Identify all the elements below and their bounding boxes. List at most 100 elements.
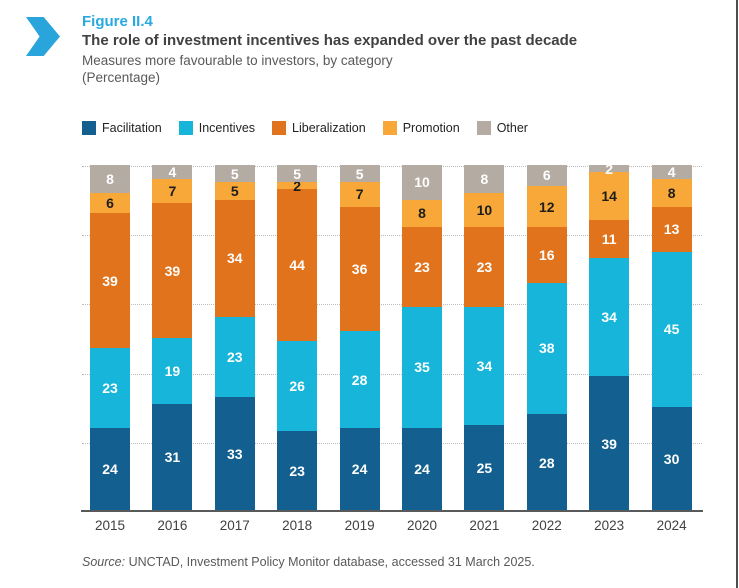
bar-segment-other-2019: 5 <box>339 165 380 183</box>
bar-segment-promotion-2018: 2 <box>277 179 318 193</box>
bar-segment-promotion-2020: 8 <box>402 199 442 228</box>
x-axis-line <box>81 510 703 512</box>
segment-value-label: 34 <box>476 357 493 374</box>
segment-value-label: 23 <box>414 259 430 276</box>
bar-segment-incentives-2019: 28 <box>339 331 380 428</box>
legend-swatch-icon <box>178 121 193 135</box>
page-edge-line <box>736 0 738 588</box>
x-axis-label-2023: 2023 <box>594 518 625 533</box>
segment-value-label: 44 <box>289 257 305 274</box>
figure-subtitle: Measures more favourable to investors, b… <box>82 53 393 68</box>
legend-label: Liberalization <box>292 121 366 135</box>
bar-2024: 30 45 13 8 4 <box>651 163 692 511</box>
bar-segment-liberalization-2017: 34 <box>214 199 255 318</box>
bar-segment-liberalization-2018: 44 <box>277 189 318 342</box>
segment-value-label: 38 <box>539 340 555 357</box>
bar-segment-other-2016: 4 <box>152 163 193 180</box>
legend-item-other: Other <box>476 121 528 135</box>
bar-segment-liberalization-2019: 36 <box>339 206 380 332</box>
figure-title: The role of investment incentives has ex… <box>82 32 578 49</box>
segment-value-label: 28 <box>351 371 368 388</box>
segment-value-label: 5 <box>355 165 364 182</box>
bar-segment-facilitation-2017: 33 <box>214 396 255 511</box>
segment-value-label: 36 <box>351 260 368 277</box>
bar-segment-incentives-2023: 34 <box>589 258 630 377</box>
bar-segment-incentives-2021: 34 <box>464 306 505 425</box>
x-axis-label-2024: 2024 <box>656 518 687 533</box>
bar-segment-facilitation-2023: 39 <box>589 376 630 511</box>
segment-value-label: 12 <box>539 198 555 215</box>
bar-segment-incentives-2022: 38 <box>526 282 567 415</box>
source-text: UNCTAD, Investment Policy Monitor databa… <box>125 555 535 569</box>
bar-segment-facilitation-2022: 28 <box>526 414 567 511</box>
gridline-100 <box>82 166 702 167</box>
bar-segment-liberalization-2015: 39 <box>90 213 130 349</box>
segment-value-label: 16 <box>539 246 555 263</box>
segment-value-label: 11 <box>601 231 617 248</box>
segment-value-label: 10 <box>414 174 430 191</box>
bar-2015: 24 23 39 6 8 <box>90 165 130 511</box>
bar-2022: 28 38 16 12 6 <box>526 165 567 511</box>
bar-segment-promotion-2021: 10 <box>464 192 505 228</box>
bar-segment-promotion-2015: 6 <box>90 192 130 214</box>
legend-item-incentives: Incentives <box>178 121 255 135</box>
segment-value-label: 2 <box>605 160 614 177</box>
segment-value-label: 24 <box>351 461 368 478</box>
bar-segment-facilitation-2021: 25 <box>464 424 505 511</box>
segment-value-label: 10 <box>476 202 493 218</box>
legend-item-promotion: Promotion <box>382 121 460 135</box>
legend-item-liberalization: Liberalization <box>272 121 366 135</box>
segment-value-label: 35 <box>414 359 430 376</box>
bar-segment-liberalization-2021: 23 <box>464 227 505 307</box>
gridline-80 <box>82 235 702 237</box>
segment-value-label: 4 <box>667 163 676 180</box>
segment-value-label: 34 <box>601 309 617 326</box>
x-axis-label-2016: 2016 <box>157 518 188 533</box>
bar-segment-facilitation-2016: 31 <box>152 403 193 511</box>
segment-value-label: 5 <box>293 165 302 182</box>
chevron-bullet-icon <box>26 17 60 56</box>
bar-segment-other-2017: 5 <box>214 165 255 183</box>
legend-item-facilitation: Facilitation <box>82 121 162 135</box>
bar-segment-incentives-2017: 23 <box>214 317 255 397</box>
x-axis-label-2018: 2018 <box>282 518 313 533</box>
segment-value-label: 39 <box>601 435 617 452</box>
bar-2017: 33 23 34 5 5 <box>214 165 255 511</box>
bar-2023: 39 34 11 14 2 <box>589 162 630 511</box>
bar-segment-liberalization-2024: 13 <box>651 206 692 252</box>
segment-value-label: 8 <box>106 170 114 187</box>
gridline-40 <box>82 373 702 375</box>
source-prefix: Source: <box>82 555 126 569</box>
segment-value-label: 45 <box>663 321 680 338</box>
bar-segment-incentives-2018: 26 <box>277 341 318 432</box>
segment-value-label: 34 <box>227 250 243 267</box>
segment-value-label: 8 <box>667 184 676 201</box>
bar-segment-facilitation-2015: 24 <box>90 427 130 511</box>
segment-value-label: 8 <box>480 170 489 187</box>
x-axis-label-2017: 2017 <box>219 518 250 533</box>
legend-swatch-icon <box>476 121 491 135</box>
segment-value-label: 24 <box>102 461 118 478</box>
segment-value-label: 6 <box>542 167 551 184</box>
legend-label: Facilitation <box>102 121 162 135</box>
bar-segment-other-2015: 8 <box>90 165 130 193</box>
x-axis-label-2019: 2019 <box>344 518 375 533</box>
segment-value-label: 39 <box>164 262 181 279</box>
segment-value-label: 23 <box>476 259 493 276</box>
bar-segment-incentives-2024: 45 <box>651 251 692 408</box>
segment-value-label: 4 <box>168 163 177 180</box>
figure-unit-note: (Percentage) <box>82 70 161 85</box>
segment-value-label: 7 <box>355 186 364 203</box>
bar-segment-promotion-2023: 14 <box>589 171 630 221</box>
bar-segment-other-2021: 8 <box>464 165 505 193</box>
segment-value-label: 24 <box>414 461 430 478</box>
segment-value-label: 23 <box>102 380 118 397</box>
bar-segment-other-2018: 5 <box>277 165 318 183</box>
bar-segment-liberalization-2016: 39 <box>152 203 193 339</box>
segment-value-label: 28 <box>539 454 555 471</box>
bar-2020: 24 35 23 8 10 <box>402 165 442 511</box>
bar-segment-promotion-2019: 7 <box>339 182 380 207</box>
bar-segment-other-2023: 2 <box>589 162 630 176</box>
x-axis-label-2021: 2021 <box>469 518 500 533</box>
